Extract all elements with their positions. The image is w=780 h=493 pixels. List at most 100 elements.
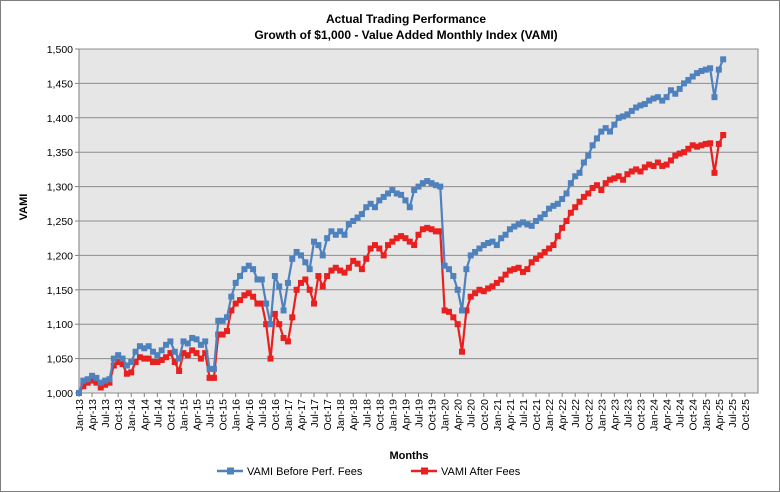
data-point <box>97 384 104 391</box>
legend-label: VAMI Before Perf. Fees <box>247 466 363 478</box>
y-tick-label: 1,200 <box>47 250 73 262</box>
data-point <box>250 266 257 273</box>
data-point <box>354 214 361 221</box>
data-point <box>145 343 152 350</box>
data-point <box>97 379 104 386</box>
x-tick-label: Apr-19 <box>400 399 412 431</box>
data-point <box>167 350 174 357</box>
data-point <box>328 267 335 274</box>
data-point <box>84 376 91 383</box>
data-point <box>119 361 126 368</box>
data-point <box>641 164 648 171</box>
data-point <box>89 377 96 384</box>
data-point <box>515 264 522 271</box>
x-tick-label: Jan-19 <box>387 399 399 431</box>
x-tick-label: Jul-19 <box>414 399 426 428</box>
data-point <box>119 355 126 362</box>
data-point <box>102 377 109 384</box>
data-point <box>515 221 522 228</box>
data-point <box>637 168 644 175</box>
data-point <box>711 169 718 176</box>
data-point <box>533 255 540 262</box>
data-point <box>245 290 252 297</box>
data-point <box>158 347 165 354</box>
data-point <box>602 180 609 187</box>
data-point <box>559 224 566 231</box>
data-point <box>681 149 688 156</box>
data-point <box>419 180 426 187</box>
data-point <box>576 198 583 205</box>
data-point <box>145 355 152 362</box>
data-point <box>554 200 561 207</box>
data-point <box>132 348 139 355</box>
data-point <box>345 264 352 271</box>
data-point <box>476 245 483 252</box>
data-point <box>284 279 291 286</box>
grid-lines <box>79 48 758 394</box>
data-point <box>498 276 505 283</box>
data-point <box>480 242 487 249</box>
data-point <box>445 308 452 315</box>
data-point <box>106 379 113 386</box>
y-tick-label: 1,050 <box>47 354 73 366</box>
data-point <box>385 190 392 197</box>
data-point <box>332 231 339 238</box>
data-point <box>720 132 727 138</box>
x-tick-label: Oct-15 <box>218 399 230 431</box>
x-tick-label: Apr-24 <box>662 399 674 431</box>
data-point <box>363 255 370 262</box>
data-point <box>493 242 500 249</box>
data-point <box>280 307 287 314</box>
data-point <box>611 175 618 182</box>
data-point <box>720 56 727 63</box>
data-point <box>707 140 714 147</box>
data-point <box>367 200 374 207</box>
data-point <box>685 145 692 152</box>
x-tick-label: Jan-25 <box>701 399 713 431</box>
data-point <box>432 182 439 189</box>
x-tick-label: Oct-17 <box>322 399 334 431</box>
data-point <box>598 128 605 135</box>
data-point <box>715 140 722 147</box>
data-point <box>141 355 148 362</box>
data-point <box>485 240 492 247</box>
x-tick-label: Jul-16 <box>257 399 269 428</box>
data-point <box>80 377 87 384</box>
x-tick-label: Jul-15 <box>205 399 217 428</box>
x-tick-label: Jan-15 <box>178 399 190 431</box>
x-tick-label: Jul-22 <box>570 399 582 428</box>
data-point <box>289 255 296 262</box>
data-point <box>141 345 148 352</box>
data-point <box>628 168 635 175</box>
data-point <box>402 235 409 242</box>
data-point <box>567 209 574 216</box>
data-point <box>467 293 474 300</box>
data-point <box>167 338 174 345</box>
data-point <box>180 350 187 357</box>
data-point <box>550 202 557 209</box>
data-point <box>654 94 661 101</box>
data-point <box>559 195 566 202</box>
data-point <box>367 245 374 252</box>
data-point <box>441 307 448 314</box>
data-point <box>476 286 483 293</box>
data-point <box>306 266 313 273</box>
data-point <box>428 180 435 187</box>
data-point <box>672 90 679 97</box>
data-point <box>371 204 378 211</box>
data-point <box>607 176 614 183</box>
data-point <box>419 226 426 233</box>
data-point <box>219 331 226 338</box>
data-point <box>115 352 122 359</box>
x-tick-label: Apr-13 <box>87 399 99 431</box>
data-point <box>110 362 117 369</box>
data-point <box>176 367 183 374</box>
chart-title: Actual Trading Performance <box>326 12 486 26</box>
data-point <box>537 214 544 221</box>
data-point <box>659 97 666 104</box>
x-tick-label: Oct-18 <box>374 399 386 431</box>
data-point <box>711 94 718 101</box>
data-point <box>415 231 422 238</box>
data-point <box>615 114 622 121</box>
data-point <box>528 259 535 266</box>
